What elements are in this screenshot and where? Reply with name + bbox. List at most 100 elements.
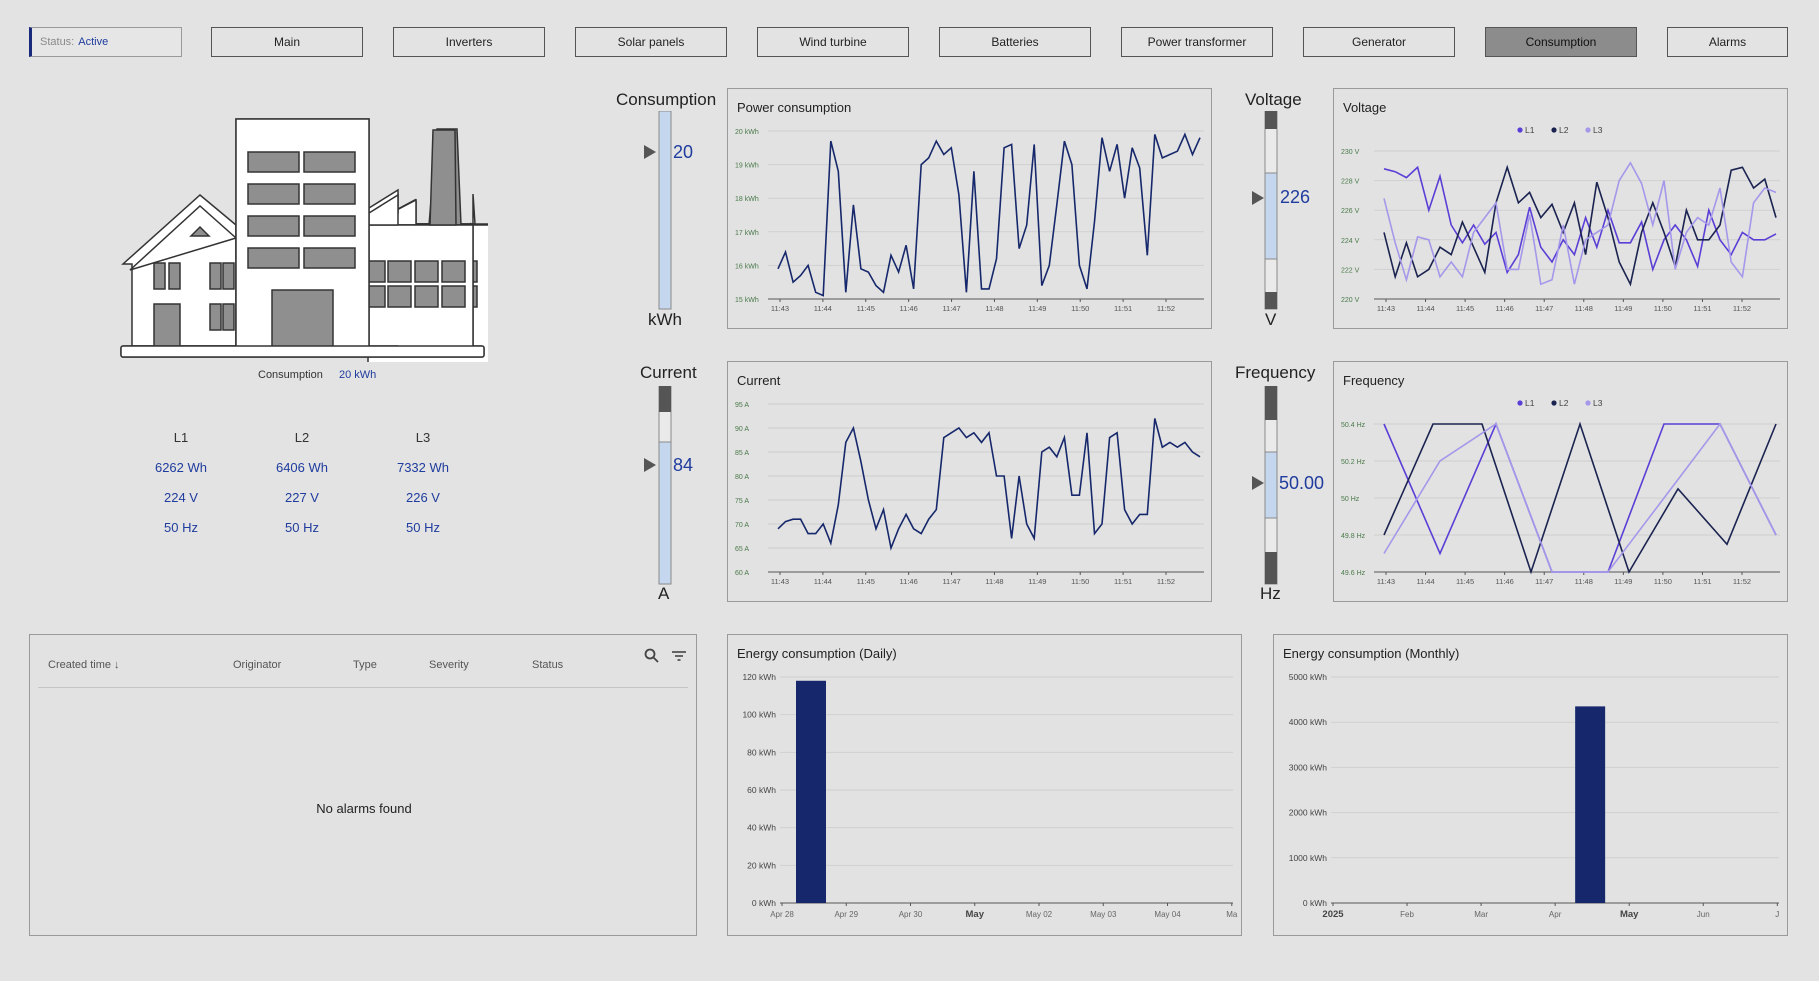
voltage-chart: 230 V 228 V 226 V 224 V 222 V 220 V 11:43 11:44… [1341,125,1780,313]
frequency-chart: 50.4 Hz 50.2 Hz 50 Hz 49.8 Hz 49.6 Hz 11:43 11… [1341,398,1780,586]
phase-l2-frequency: 50 Hz [285,520,319,535]
bar [1575,706,1606,903]
x-tick-label: 11:48 [985,577,1003,586]
current-gauge-title: Current [640,363,697,382]
x-tick-label: Apr 29 [834,910,858,919]
x-tick-label: Ma [1226,910,1238,919]
x-tick-label: 11:45 [1456,577,1474,586]
nav-batteries-button[interactable]: Batteries [939,27,1091,57]
voltage-gauge-value: 226 [1280,187,1311,207]
y-tick-label: 80 kWh [747,747,776,757]
legend-label-l2: L2 [1559,398,1569,408]
power-consumption-chart: 20 kWh 19 kWh 18 kWh 17 kWh 16 kWh 15 kWh 11:4… [735,129,1204,313]
nav-inverters-button[interactable]: Inverters [393,27,545,57]
series-line-l1 [1383,165,1777,275]
current-gauge-pointer-icon [644,458,656,472]
legend-label-l3: L3 [1593,125,1603,135]
phase-l1-header: L1 [173,430,189,445]
x-tick-label: 11:47 [942,577,960,586]
y-tick-label: 228 V [1341,179,1360,186]
x-tick-label: 2025 [1322,909,1344,920]
y-tick-label: 3000 kWh [1289,762,1328,772]
series-line-l2 [1383,164,1777,287]
legend-marker-l3 [1585,400,1591,406]
x-tick-label: 11:50 [1654,577,1672,586]
x-tick-label: 11:46 [900,577,918,586]
factory-annex-illustration [368,129,474,347]
phase-l2-energy: 6406 Wh [275,460,329,475]
voltage-gauge-title: Voltage [1245,90,1302,109]
col-created-time[interactable]: Created time ↓ [48,659,120,671]
power-consumption-title: Power consumption [737,100,852,115]
x-tick-label: Apr 28 [770,910,794,919]
no-alarms-message: No alarms found [316,801,412,816]
x-tick-label: 11:43 [1377,304,1395,313]
x-tick-label: 11:52 [1157,304,1175,313]
power-consumption-card: Power consumption 20 kWh 19 kWh 18 kWh 17 k… [727,88,1212,329]
col-severity[interactable]: Severity [429,659,469,671]
x-tick-label: May [966,909,985,920]
x-tick-label: 11:51 [1693,304,1711,313]
x-tick-label: May [1620,909,1639,920]
nav-alarms-button[interactable]: Alarms [1667,27,1788,57]
voltage-card: Voltage 230 V 228 V 226 V 224 V 222 V 220 V 11… [1333,88,1788,329]
y-tick-label: 49.8 Hz [1341,533,1366,540]
nav-main-button[interactable]: Main [211,27,363,57]
factory-main-tower [235,118,370,348]
x-tick-label: 11:45 [857,304,875,313]
y-tick-label: 85 A [735,450,749,457]
y-tick-label: 20 kWh [747,860,776,870]
y-tick-label: 40 kWh [747,823,776,833]
current-chart: 95 A 90 A 85 A 80 A 75 A 70 A 65 A 60 A 11:43 11:… [735,402,1204,586]
voltage-gauge-pointer-icon [1252,191,1264,205]
x-tick-label: Feb [1400,910,1414,919]
monthly-energy-title: Energy consumption (Monthly) [1283,646,1460,661]
daily-energy-chart: 120 kWh 100 kWh 80 kWh 60 kWh 40 kWh 20 kWh 0 … [742,672,1238,920]
y-tick-label: 95 A [735,402,749,409]
frequency-gauge-value: 50.00 [1279,473,1325,493]
col-status[interactable]: Status [532,659,564,671]
col-type[interactable]: Type [353,659,377,671]
y-tick-label: 75 A [735,498,749,505]
nav-generator-button[interactable]: Generator [1303,27,1455,57]
phase-l1-voltage: 224 V [164,490,198,505]
y-tick-label: 226 V [1341,208,1360,215]
phase-l3-frequency: 50 Hz [406,520,440,535]
y-tick-label: 0 kWh [752,898,776,908]
x-tick-label: May 03 [1090,910,1117,919]
x-tick-label: 11:44 [1416,577,1434,586]
current-card: Current 95 A 90 A 85 A 80 A 75 A 70 A 65 A 60 A… [727,361,1212,602]
x-tick-label: 11:44 [814,577,832,586]
x-tick-label: 11:50 [1654,304,1672,313]
status-value: Active [78,36,109,48]
frequency-card: Frequency 50.4 Hz 50.2 Hz 50 Hz 49.8 Hz 49.6… [1333,361,1788,602]
legend-label-l2: L2 [1559,125,1569,135]
y-tick-label: 222 V [1341,267,1360,274]
frequency-gauge-pointer-icon [1252,476,1264,490]
filter-icon[interactable] [670,647,688,665]
nav-wind-turbine-button[interactable]: Wind turbine [757,27,909,57]
y-tick-label: 4000 kWh [1289,717,1328,727]
phase-l3-voltage: 226 V [406,490,440,505]
nav-solar-panels-button[interactable]: Solar panels [575,27,727,57]
y-tick-label: 1000 kWh [1289,853,1328,863]
x-tick-label: 11:46 [900,304,918,313]
col-created-time-label: Created time [48,659,111,671]
status-indicator[interactable]: Status: Active [29,27,182,57]
legend-marker-l3 [1585,127,1591,133]
col-originator[interactable]: Originator [233,659,282,671]
nav-power-transformer-button[interactable]: Power transformer [1121,27,1273,57]
current-gauge-value: 84 [673,455,694,475]
nav-consumption-button[interactable]: Consumption [1485,27,1637,57]
legend-marker-l2 [1551,127,1557,133]
y-tick-label: 80 A [735,474,749,481]
search-icon[interactable] [643,647,661,665]
x-tick-label: 11:51 [1114,577,1132,586]
phase-l3-header: L3 [415,430,431,445]
frequency-gauge-unit: Hz [1260,584,1281,603]
status-key: Status: [40,36,75,48]
y-tick-label: 49.6 Hz [1341,570,1366,577]
consumption-gauge-title: Consumption [616,90,717,109]
x-tick-label: J [1775,910,1779,919]
voltage-title: Voltage [1343,100,1387,115]
